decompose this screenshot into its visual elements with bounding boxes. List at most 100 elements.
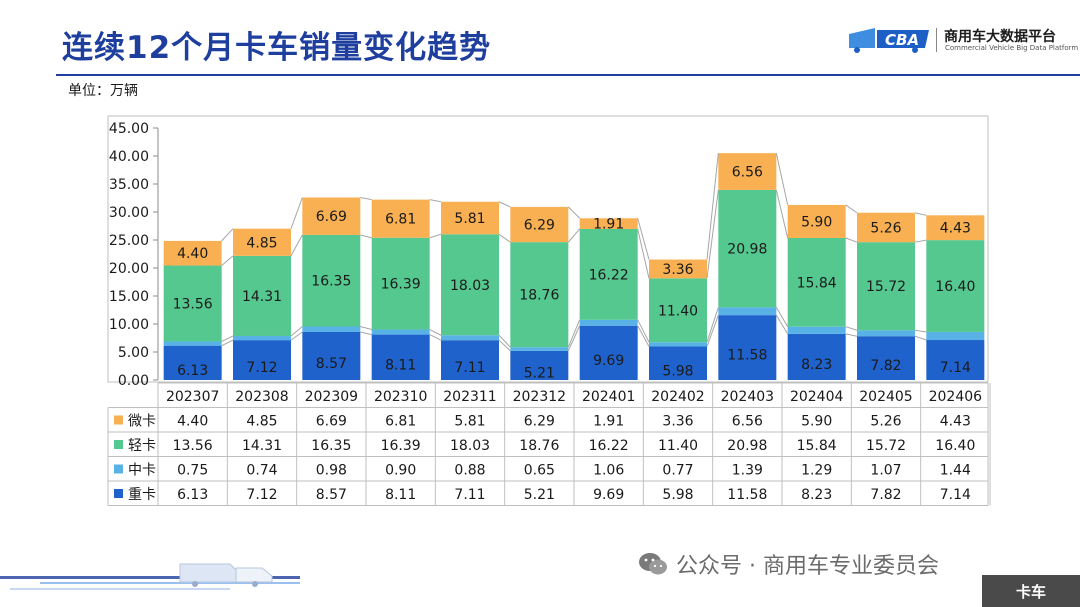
bar-light [233, 255, 291, 336]
data-label-micro: 3.36 [662, 262, 693, 278]
table-cell-heavy: 6.13 [177, 487, 208, 503]
legend-label-light: 轻卡 [128, 438, 156, 454]
bar-medium [926, 331, 985, 341]
unit-label: 单位：万辆 [68, 83, 138, 99]
series-connector [498, 201, 511, 208]
bar-light [510, 242, 569, 348]
data-label-micro: 5.81 [454, 211, 485, 227]
x-category-label: 202307 [166, 389, 219, 405]
series-connector [498, 339, 511, 352]
series-connector [429, 233, 442, 239]
table-cell-light: 16.22 [589, 438, 629, 454]
data-label-heavy: 5.98 [662, 363, 693, 379]
series-connector [221, 228, 234, 242]
data-label-micro: 4.40 [177, 246, 208, 262]
bar-heavy [718, 315, 777, 380]
data-label-heavy: 7.14 [940, 360, 971, 376]
data-label-heavy: 8.23 [801, 357, 832, 373]
data-label-heavy: 5.21 [524, 365, 555, 381]
bar-medium [163, 341, 222, 346]
legend-label-micro: 微卡 [128, 414, 156, 430]
table-cell-medium: 0.88 [454, 463, 485, 479]
table-cell-micro: 4.43 [940, 414, 971, 430]
series-connector [498, 334, 511, 348]
bar-light [926, 240, 985, 332]
bar-heavy [441, 340, 499, 380]
data-label-heavy: 7.12 [246, 360, 277, 376]
data-label-micro: 5.90 [801, 214, 832, 230]
wechat-watermark: 公众号 · 商用车专业委员会 [638, 548, 939, 580]
bar-light [163, 265, 222, 342]
data-label-light: 15.72 [866, 279, 906, 295]
series-connector [290, 234, 303, 257]
data-label-light: 13.56 [173, 297, 213, 313]
bar-light [302, 234, 361, 327]
table-cell-medium: 0.65 [524, 463, 555, 479]
legend-swatch-heavy [114, 489, 123, 498]
table-cell-heavy: 7.14 [940, 487, 971, 503]
table-cell-micro: 6.56 [732, 414, 763, 430]
table-cell-light: 20.98 [727, 438, 767, 454]
legend-swatch-micro [114, 415, 123, 425]
series-connector [706, 189, 719, 279]
y-tick-label: 40.00 [109, 149, 149, 165]
series-connector [914, 329, 927, 333]
table-cell-heavy: 7.11 [454, 487, 485, 503]
bar-heavy [926, 340, 985, 380]
y-tick-label: 25.00 [109, 233, 149, 249]
y-tick-label: 15.00 [109, 289, 149, 305]
series-connector [360, 234, 372, 239]
bar-micro [510, 206, 569, 243]
bar-light [718, 189, 777, 308]
data-label-light: 15.84 [797, 275, 837, 291]
series-connector [498, 233, 511, 243]
bar-micro [233, 228, 291, 256]
series-connector [429, 329, 442, 336]
data-label-heavy: 8.57 [316, 356, 347, 372]
bar-medium [441, 335, 499, 341]
series-connector [775, 307, 789, 327]
data-label-heavy: 7.11 [454, 360, 485, 376]
table-cell-micro: 6.29 [524, 414, 555, 430]
bar-micro [857, 212, 915, 243]
logo-divider [936, 28, 937, 52]
title-underline [56, 74, 1080, 76]
table-cell-light: 14.31 [242, 438, 282, 454]
series-connector [637, 325, 650, 347]
bar-medium [302, 326, 361, 333]
series-connector [706, 307, 719, 343]
table-cell-heavy: 8.23 [801, 487, 832, 503]
table-cell-light: 18.76 [519, 438, 559, 454]
table-cell-light: 16.40 [935, 438, 975, 454]
plot-area-border [107, 115, 989, 383]
data-label-light: 18.03 [450, 278, 490, 294]
data-label-micro: 4.85 [246, 235, 277, 251]
series-connector [360, 331, 372, 336]
y-tick-label: 45.00 [109, 121, 149, 137]
bar-heavy [787, 333, 846, 380]
x-category-label: 202403 [721, 389, 774, 405]
data-label-light: 18.76 [519, 288, 559, 304]
page-title: 连续12个月卡车销量变化趋势 [62, 30, 492, 66]
data-label-micro: 6.81 [385, 212, 416, 228]
bar-heavy [857, 336, 915, 380]
table-cell-medium: 1.06 [593, 463, 624, 479]
table-cell-light: 15.84 [797, 438, 837, 454]
x-category-label: 202309 [305, 389, 358, 405]
data-label-micro: 6.56 [732, 165, 763, 181]
series-connector [221, 255, 234, 266]
series-connector [360, 197, 372, 201]
table-cell-micro: 1.91 [593, 414, 624, 430]
table-cell-medium: 1.07 [870, 463, 901, 479]
series-connector [775, 153, 789, 206]
bar-micro [718, 153, 777, 190]
data-label-light: 20.98 [727, 242, 767, 258]
data-label-light: 16.39 [381, 277, 421, 293]
y-tick-label: 5.00 [118, 345, 149, 361]
table-cell-heavy: 5.21 [524, 487, 555, 503]
x-category-label: 202402 [651, 389, 704, 405]
series-connector [845, 333, 858, 337]
x-category-label: 202406 [929, 389, 983, 405]
bar-heavy [163, 345, 222, 380]
